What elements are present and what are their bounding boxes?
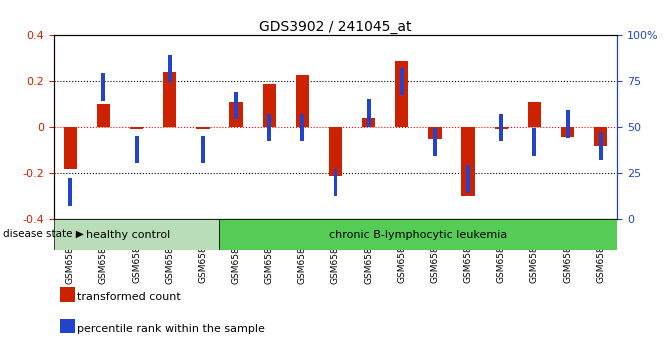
Text: disease state ▶: disease state ▶ [3,229,84,239]
Bar [64,127,77,169]
Bar [329,127,342,176]
Text: healthy control: healthy control [86,229,170,240]
Text: percentile rank within the sample: percentile rank within the sample [77,324,265,334]
Bar [168,55,172,82]
Bar [196,127,209,129]
Bar [566,110,570,138]
Bar [533,129,536,156]
Bar [333,169,338,196]
Bar [462,127,475,196]
Bar [433,129,437,156]
Bar [130,127,143,129]
Bar [135,136,138,163]
Bar [561,127,574,137]
Bar [301,114,305,141]
Bar [54,219,219,250]
Bar [219,219,617,250]
Bar [68,178,72,206]
Bar [234,92,238,119]
Bar [296,75,309,127]
Bar [163,72,176,127]
Bar [428,127,442,139]
Bar [366,99,370,126]
Bar [101,73,105,101]
Bar [495,127,508,129]
Title: GDS3902 / 241045_at: GDS3902 / 241045_at [259,21,412,34]
Bar [229,102,243,127]
Bar [400,68,404,95]
Bar [201,136,205,163]
Bar [262,84,276,127]
Text: chronic B-lymphocytic leukemia: chronic B-lymphocytic leukemia [329,229,507,240]
Bar [466,165,470,193]
Bar [267,114,271,141]
Text: transformed count: transformed count [77,292,181,302]
Bar [528,102,541,127]
Bar [594,127,607,146]
Bar [97,104,110,127]
Bar [499,114,503,141]
Bar [599,132,603,160]
Bar [395,61,409,127]
Bar [362,118,375,127]
